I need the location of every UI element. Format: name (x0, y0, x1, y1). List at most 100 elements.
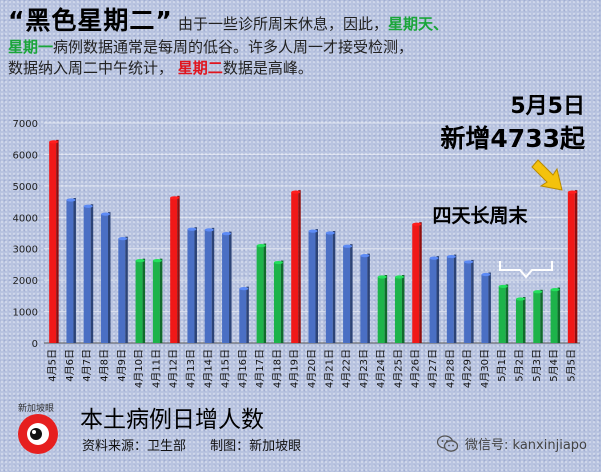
x-tick-label: 4月20日 (306, 349, 318, 388)
bar-4月24日 (377, 275, 388, 343)
line-3-end: 数据是高峰。 (222, 59, 313, 77)
x-tick-label: 4月19日 (289, 349, 301, 388)
bar-side (350, 244, 353, 343)
y-tick-label: 3000 (13, 245, 38, 256)
bar-4月15日 (222, 231, 232, 343)
bar-side (108, 212, 111, 343)
bar-side (194, 227, 197, 343)
bar-side (522, 297, 526, 343)
bar-side (505, 284, 509, 343)
x-tick-label: 4月10日 (133, 349, 145, 388)
bar-cap (377, 275, 387, 279)
x-tick-label: 4月21日 (323, 349, 335, 388)
bar-5月1日 (498, 284, 509, 343)
bar-cap (394, 275, 404, 279)
logo-icon: 新加坡眼 (18, 402, 58, 454)
bar-face (170, 197, 178, 343)
x-tick-label: 4月16日 (237, 349, 249, 388)
bar-4月7日 (83, 204, 94, 343)
bar-side (574, 190, 578, 343)
bar-face (49, 141, 57, 343)
bar-side (401, 275, 405, 343)
bar-face (239, 288, 247, 343)
bar-face (412, 224, 420, 343)
callout-date: 5月5日 (510, 94, 585, 119)
bar-4月26日 (412, 222, 422, 343)
x-tick-label: 4月11日 (150, 349, 162, 388)
header: “黑色星期二” 由于一些诊所周末休息，因此，星期天、 星期一病例数据通常是每周的… (8, 8, 598, 79)
bar-cap (291, 190, 301, 194)
bar-side (384, 275, 388, 343)
bar-4月14日 (204, 227, 215, 343)
bar-cap (515, 297, 525, 301)
bar-cap (343, 244, 353, 248)
x-tick-label: 5月4日 (548, 349, 560, 382)
bar-4月27日 (429, 256, 440, 343)
x-tick-label: 4月28日 (444, 349, 456, 388)
bar-face (464, 261, 472, 343)
bar-side (419, 222, 422, 343)
bar-4月23日 (360, 253, 370, 343)
bar-face (66, 200, 74, 343)
bar-4月29日 (464, 259, 474, 343)
logo-text: 新加坡眼 (18, 402, 54, 414)
bar-side (332, 231, 336, 343)
bar-face (187, 229, 195, 343)
bar-4月10日 (135, 258, 146, 343)
x-tick-label: 4月29日 (462, 349, 474, 388)
bar-cap (256, 243, 266, 248)
header-line-3: 数据纳入周二中午统计， 星期二数据是高峰。 (8, 58, 598, 79)
bar-4月19日 (291, 190, 301, 343)
bar-side (471, 259, 474, 343)
callout-cases: 新增4733起 (440, 124, 585, 153)
bar-4月22日 (343, 244, 353, 343)
bar-4月6日 (66, 198, 76, 343)
bar-cap (273, 260, 283, 265)
bar-face (118, 238, 126, 343)
bar-face (222, 233, 230, 343)
bar-4月12日 (170, 195, 180, 343)
bar-4月17日 (256, 243, 267, 343)
x-tick-label: 4月9日 (116, 349, 128, 382)
bar-cap (550, 287, 560, 292)
bar-face (273, 262, 281, 343)
bar-side (488, 272, 491, 343)
bar-side (90, 204, 94, 343)
bar-4月21日 (325, 231, 336, 343)
y-tick-label: 2000 (13, 276, 38, 287)
bar-cap (66, 198, 76, 202)
x-tick-label: 4月26日 (410, 349, 422, 388)
bar-4月8日 (101, 212, 111, 343)
bar-4月5日 (49, 139, 59, 343)
x-tick-label: 5月2日 (513, 349, 525, 382)
peak-callout: 5月5日 新增4733起 (440, 92, 585, 156)
y-tick-label: 6000 (13, 150, 38, 161)
x-tick-label: 4月14日 (202, 349, 214, 388)
y-tick-label: 7000 (13, 119, 38, 130)
bar-5月5日 (567, 190, 578, 343)
bar-4月20日 (308, 229, 318, 343)
bar-cap (49, 140, 59, 144)
bar-side (56, 139, 59, 343)
sunday-highlight: 星期天、 (387, 15, 448, 33)
bar-face (481, 274, 489, 343)
bar-side (159, 258, 163, 343)
producer-text: 制图：新加坡眼 (210, 439, 302, 454)
bar-cap (464, 260, 474, 264)
x-tick-label: 5月5日 (565, 349, 577, 382)
wechat-icon (437, 434, 459, 452)
bar-4月16日 (239, 286, 249, 343)
weekend-bracket (499, 261, 553, 279)
bar-cap (222, 232, 232, 236)
bar-face (446, 256, 454, 343)
bar-cap (360, 254, 370, 258)
arrow-icon (531, 159, 563, 191)
bar-side (298, 190, 301, 343)
bar-cap (239, 287, 249, 291)
y-tick-label: 5000 (13, 182, 38, 193)
source-text: 资料来源：卫生部 (82, 439, 187, 454)
bar-side (177, 195, 180, 343)
bar-side (436, 256, 440, 343)
y-tick-label: 0 (32, 339, 38, 350)
bar-4月18日 (273, 260, 284, 343)
